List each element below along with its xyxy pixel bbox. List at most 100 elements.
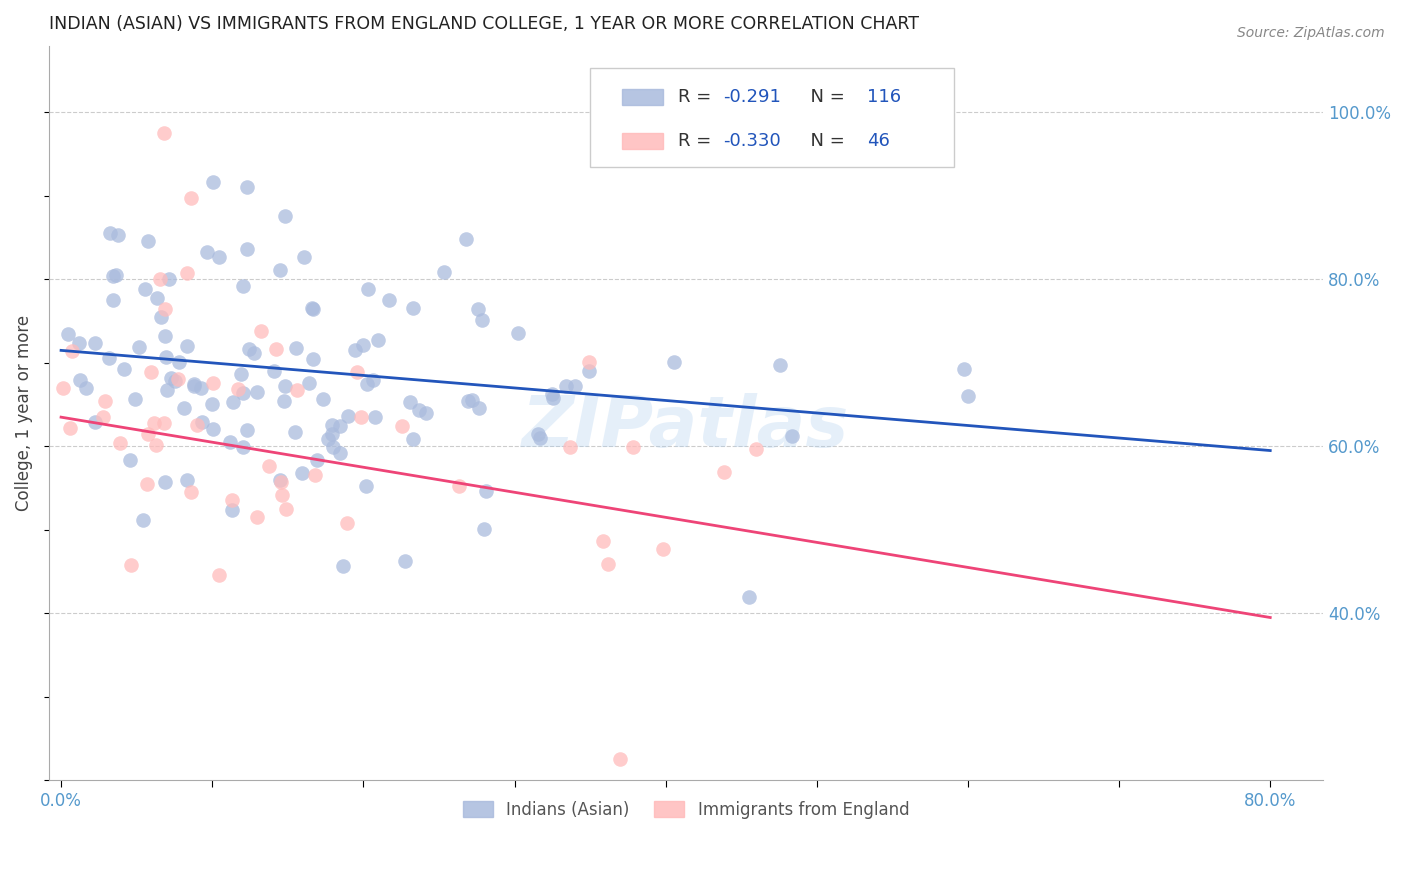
Point xyxy=(231,368,253,382)
Point xyxy=(952,362,974,376)
Point xyxy=(208,567,231,582)
Text: N =: N = xyxy=(800,132,851,150)
Point xyxy=(157,271,180,285)
Point xyxy=(541,391,564,405)
Point xyxy=(350,409,373,424)
Text: 116: 116 xyxy=(868,88,901,106)
Point xyxy=(335,516,357,531)
Text: R =: R = xyxy=(679,132,717,150)
Point xyxy=(84,335,107,350)
Point xyxy=(592,533,614,548)
Point xyxy=(221,503,243,517)
Point xyxy=(163,374,186,388)
Point xyxy=(651,541,673,556)
Point xyxy=(167,354,190,368)
Point xyxy=(59,421,82,435)
Point xyxy=(352,338,374,352)
Point xyxy=(173,401,195,416)
Point xyxy=(467,302,489,317)
Point xyxy=(367,333,389,347)
Point xyxy=(180,191,202,205)
Bar xyxy=(623,133,664,149)
Point xyxy=(246,509,269,524)
Point xyxy=(142,417,165,431)
Point xyxy=(69,373,91,387)
Point xyxy=(782,429,804,443)
Point xyxy=(361,373,384,387)
Point xyxy=(321,418,343,433)
Point xyxy=(94,393,117,408)
Point xyxy=(105,268,128,283)
Point xyxy=(558,441,581,455)
Point xyxy=(321,426,343,441)
Point xyxy=(307,452,329,467)
Point xyxy=(529,431,551,445)
Point xyxy=(132,512,155,526)
Point xyxy=(957,389,980,403)
Point xyxy=(201,397,224,411)
Point xyxy=(98,227,121,241)
Point xyxy=(408,402,430,417)
Point xyxy=(274,502,297,516)
Point xyxy=(153,329,176,343)
Point xyxy=(578,354,600,368)
Point xyxy=(250,324,273,338)
Point xyxy=(354,479,377,493)
Point xyxy=(134,282,156,296)
Point xyxy=(346,365,368,379)
Point xyxy=(236,242,259,256)
Point xyxy=(284,425,307,439)
Y-axis label: College, 1 year or more: College, 1 year or more xyxy=(15,315,32,511)
Point xyxy=(378,293,401,307)
Text: -0.330: -0.330 xyxy=(723,132,780,150)
Point xyxy=(176,339,198,353)
Point xyxy=(153,416,176,430)
Point xyxy=(274,210,297,224)
Point xyxy=(364,410,387,425)
Point xyxy=(91,409,114,424)
Point xyxy=(153,475,176,490)
Point xyxy=(506,326,529,340)
Point xyxy=(609,752,631,766)
Point xyxy=(218,434,240,449)
Point xyxy=(108,435,131,450)
Point xyxy=(145,438,167,452)
Point xyxy=(101,293,124,307)
Legend: Indians (Asian), Immigrants from England: Indians (Asian), Immigrants from England xyxy=(454,792,918,827)
Point xyxy=(336,409,359,423)
Point xyxy=(344,343,367,358)
Point xyxy=(273,394,295,409)
Point xyxy=(298,376,321,390)
Point xyxy=(236,423,259,437)
Point xyxy=(149,272,172,286)
Point xyxy=(52,381,75,395)
Point xyxy=(744,442,766,456)
Text: INDIAN (ASIAN) VS IMMIGRANTS FROM ENGLAND COLLEGE, 1 YEAR OR MORE CORRELATION CH: INDIAN (ASIAN) VS IMMIGRANTS FROM ENGLAN… xyxy=(49,15,920,33)
Point xyxy=(232,386,254,401)
Point xyxy=(150,310,173,324)
Point xyxy=(60,344,83,359)
Point xyxy=(468,401,491,415)
Point xyxy=(136,427,159,442)
Point xyxy=(301,301,323,315)
Point xyxy=(83,415,105,429)
Point xyxy=(264,343,287,357)
Point xyxy=(274,379,297,393)
Point xyxy=(263,364,285,378)
Point xyxy=(176,474,198,488)
Point xyxy=(160,371,183,385)
Point xyxy=(201,175,224,189)
Point xyxy=(402,301,425,316)
Point xyxy=(285,384,308,398)
Point xyxy=(394,554,416,568)
Point xyxy=(257,458,280,473)
Point xyxy=(541,387,564,401)
Point xyxy=(246,384,269,399)
Point xyxy=(190,381,212,395)
Point xyxy=(270,475,292,490)
Point xyxy=(271,488,294,502)
Point xyxy=(236,179,259,194)
Point xyxy=(292,250,315,264)
Text: 46: 46 xyxy=(868,132,890,150)
Point xyxy=(322,440,344,454)
